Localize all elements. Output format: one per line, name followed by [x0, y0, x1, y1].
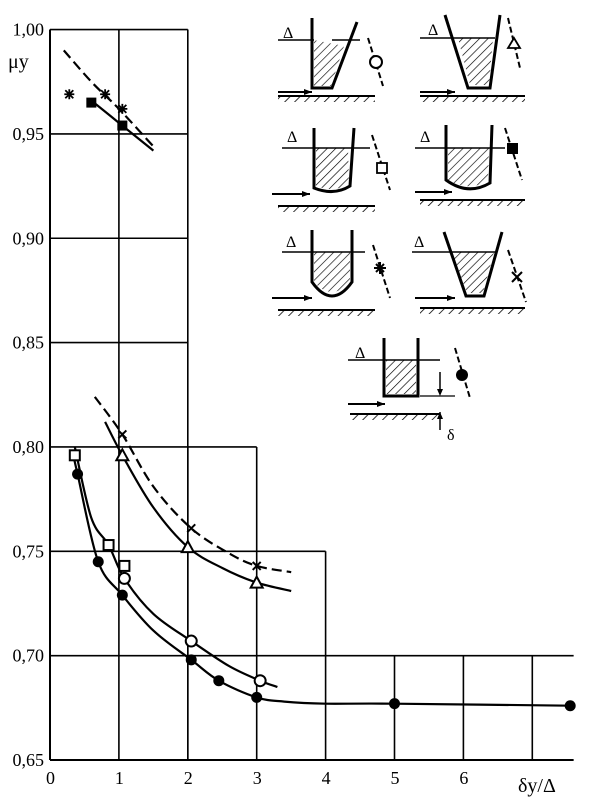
y-tick-label: 0,85	[13, 333, 45, 353]
y-tick-label: 0,80	[13, 437, 45, 457]
inset-delta-label: Δ	[420, 129, 430, 146]
inset-tool-filled-circle: Δ δ	[348, 338, 471, 444]
inset-tool-filled-square: Δ	[415, 124, 525, 206]
series-curve-x	[93, 396, 292, 574]
data-point-open-square	[102, 539, 115, 552]
x-tick-label: 3	[253, 768, 262, 788]
y-tick-label: 0,70	[13, 646, 45, 666]
data-point-asterisk	[100, 89, 111, 100]
data-point-filled-circle	[251, 691, 263, 703]
data-point-x	[251, 561, 262, 571]
data-point-filled-circle	[389, 698, 400, 710]
y-tick-label: 0,95	[13, 124, 45, 144]
data-point-filled-circle	[116, 589, 128, 601]
y-axis-label: μy	[8, 51, 29, 73]
data-point-filled-circle	[72, 468, 84, 480]
grid	[50, 28, 574, 760]
inset-delta-gap-label: δ	[447, 427, 455, 444]
x-tick-label: 4	[322, 768, 331, 788]
data-point-filled-square	[117, 120, 128, 131]
tick-labels: 0,65 0,70 0,75 0,80 0,85 0,90 0,95 1,00 0 1 2 3 4 5 6	[13, 20, 469, 788]
data-point-x	[186, 523, 196, 534]
x-tick-label: 0	[46, 768, 55, 788]
data-point-open-circle	[184, 634, 198, 648]
inset-delta-label: Δ	[287, 129, 297, 146]
data-point-filled-circle	[564, 700, 576, 712]
x-tick-label: 1	[115, 768, 124, 788]
y-tick-label: 0,65	[13, 750, 45, 770]
data-point-open-circle	[253, 674, 267, 688]
data-points	[64, 89, 576, 712]
inset-delta-label: Δ	[355, 345, 365, 362]
series-curve-filled-circle	[72, 455, 571, 707]
data-point-open-triangle	[249, 574, 265, 589]
inset-tool-open-square: Δ	[272, 127, 391, 212]
inset-delta-label: Δ	[283, 25, 293, 42]
inset-delta-label: Δ	[414, 234, 424, 251]
data-point-open-square	[118, 559, 131, 572]
x-tick-label: 2	[184, 768, 193, 788]
x-tick-label: 5	[391, 768, 400, 788]
data-point-filled-circle	[213, 675, 225, 687]
inset-tool-x-marker: Δ	[412, 231, 527, 314]
inset-tool-open-circle: Δ	[278, 18, 384, 102]
x-axis-label: δy/Δ	[518, 775, 556, 797]
data-point-open-triangle	[180, 539, 196, 554]
data-point-filled-circle	[92, 556, 104, 568]
data-point-asterisk	[64, 89, 75, 100]
data-point-filled-square	[86, 97, 97, 108]
inset-diagrams: Δ Δ Δ	[272, 14, 527, 444]
axes	[49, 29, 574, 761]
inset-tool-asterisk: Δ	[272, 230, 391, 316]
x-tick-label: 6	[459, 768, 468, 788]
data-point-open-circle	[117, 571, 131, 585]
inset-delta-label: Δ	[286, 234, 296, 251]
data-point-open-triangle	[114, 447, 131, 462]
data-point-open-square	[68, 449, 81, 462]
y-tick-label: 0,75	[13, 541, 45, 561]
y-tick-label: 0,90	[13, 228, 45, 248]
data-point-x	[117, 429, 128, 440]
inset-delta-label: Δ	[428, 22, 438, 39]
data-point-filled-circle	[185, 654, 197, 666]
data-point-asterisk	[117, 103, 128, 114]
series-curve-open-circle	[73, 446, 278, 689]
inset-tool-open-triangle: Δ	[420, 14, 525, 102]
y-tick-label: 1,00	[13, 20, 45, 40]
